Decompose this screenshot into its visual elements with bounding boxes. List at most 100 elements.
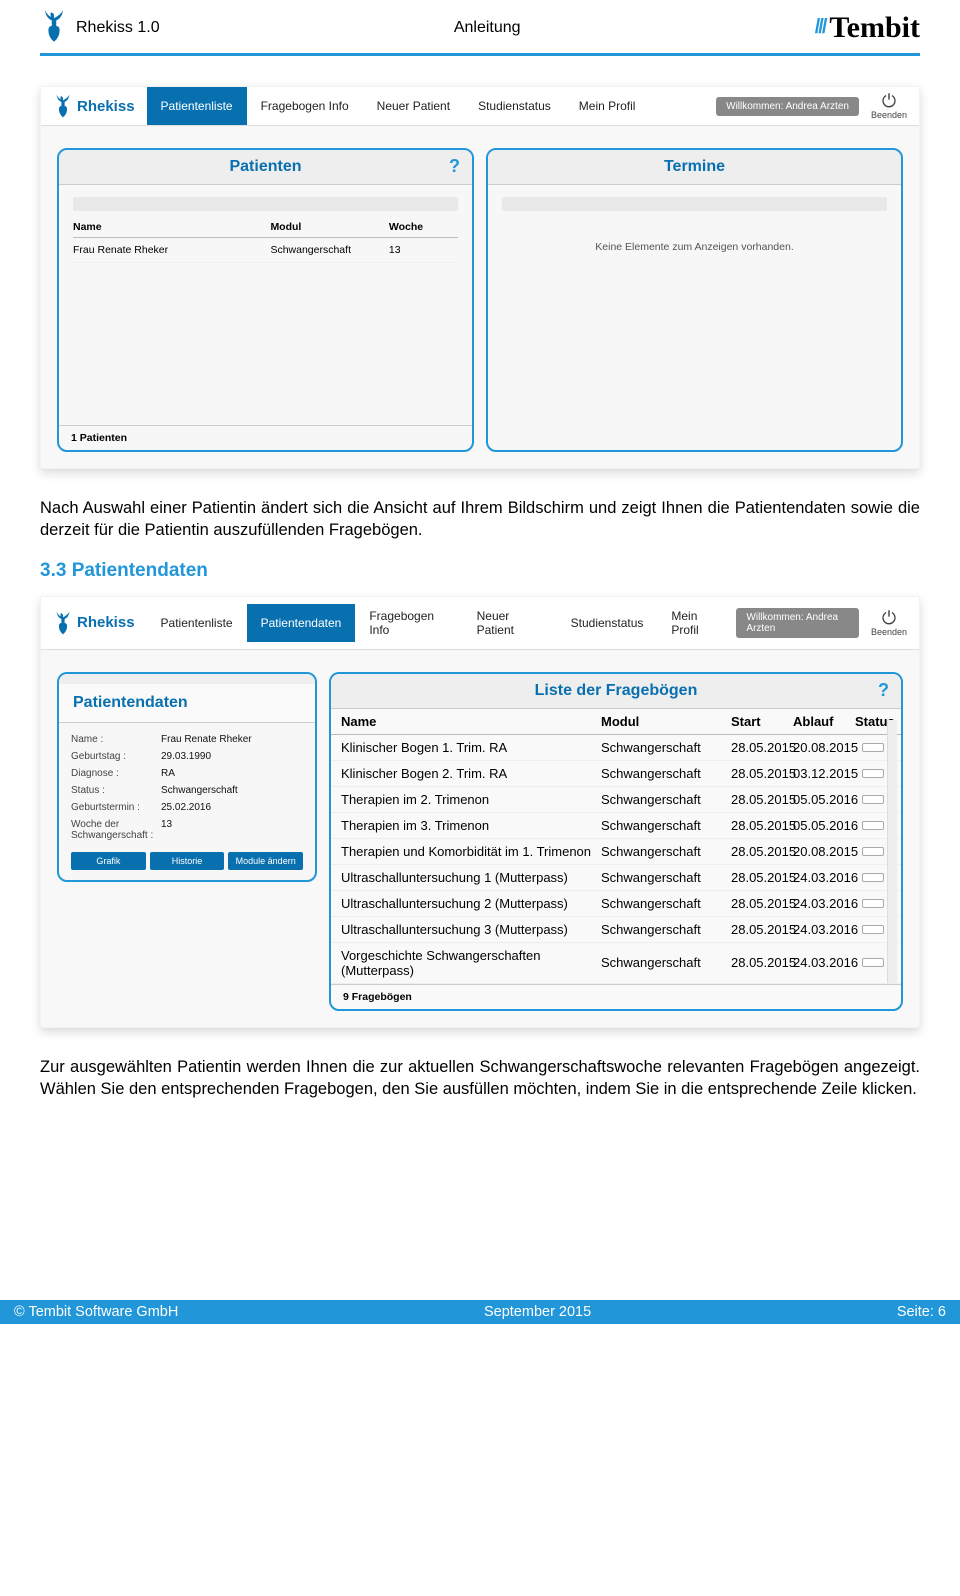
fcell-status [855, 955, 891, 970]
section-3-3-heading: 3.3 Patientendaten [40, 560, 920, 582]
cell-woche: 13 [389, 244, 458, 256]
frageboegen-foot: 9 Fragebögen [331, 984, 901, 1009]
fragebogen-row[interactable]: Ultraschalluntersuchung 3 (Mutterpass)Sc… [331, 917, 901, 943]
footer-center: September 2015 [484, 1304, 591, 1320]
col-woche: Woche [389, 221, 458, 233]
fcell-modul: Schwangerschaft [601, 955, 731, 970]
app-logo: Rhekiss [41, 87, 147, 125]
exit-label-2: Beenden [871, 627, 907, 637]
nav2-neuer-patient[interactable]: Neuer Patient [463, 597, 557, 649]
kv-key: Geburtstermin : [71, 802, 161, 813]
fcell-modul: Schwangerschaft [601, 792, 731, 807]
fcell-name: Ultraschalluntersuchung 2 (Mutterpass) [341, 896, 601, 911]
deer-logo-icon [40, 8, 68, 47]
patient-action-button[interactable]: Historie [150, 852, 225, 870]
app-nav-2: Rhekiss Patientenliste Patientendaten Fr… [41, 597, 919, 650]
nav2-patientenliste[interactable]: Patientenliste [147, 604, 247, 642]
fcell-start: 28.05.2015 [731, 922, 793, 937]
kv-key: Diagnose : [71, 768, 161, 779]
fcell-status [855, 766, 891, 781]
fcell-modul: Schwangerschaft [601, 766, 731, 781]
fcell-status [855, 792, 891, 807]
footer-left: © Tembit Software GmbH [14, 1304, 178, 1320]
termine-empty: Keine Elemente zum Anzeigen vorhanden. [502, 217, 887, 253]
help-icon-2[interactable]: ? [878, 680, 889, 701]
fcell-name: Therapien im 2. Trimenon [341, 792, 601, 807]
welcome-badge-2[interactable]: Willkommen: Andrea Arzten [736, 608, 859, 638]
cell-modul: Schwangerschaft [270, 244, 388, 256]
app-logo-2: Rhekiss [41, 604, 147, 642]
tembit-stripes-icon: /// [815, 16, 826, 39]
fcell-status [855, 870, 891, 885]
kv-value: 25.02.2016 [161, 802, 211, 813]
exit-button-2[interactable]: ⏻ Beenden [859, 609, 919, 637]
welcome-badge[interactable]: Willkommen: Andrea Arzten [716, 97, 859, 116]
fragebogen-row[interactable]: Ultraschalluntersuchung 2 (Mutterpass)Sc… [331, 891, 901, 917]
fcell-start: 28.05.2015 [731, 896, 793, 911]
document-header: Rhekiss 1.0 Anleitung /// Tembit [40, 0, 920, 51]
fcell-ablauf: 24.03.2016 [793, 922, 855, 937]
fcell-start: 28.05.2015 [731, 818, 793, 833]
fcell-ablauf: 05.05.2016 [793, 818, 855, 833]
nav-mein-profil[interactable]: Mein Profil [565, 87, 650, 125]
fcell-modul: Schwangerschaft [601, 818, 731, 833]
fcell-modul: Schwangerschaft [601, 896, 731, 911]
kv-value: 29.03.1990 [161, 751, 211, 762]
fcell-status [855, 818, 891, 833]
patient-row[interactable]: Frau Renate Rheker Schwangerschaft 13 [73, 238, 458, 263]
nav-patientenliste[interactable]: Patientenliste [147, 87, 247, 125]
status-box-icon [862, 847, 884, 856]
panel-patienten: Patienten ? Name Modul Woche Frau Renate… [57, 148, 474, 452]
frageboegen-title: Liste der Fragebögen [535, 682, 698, 699]
kv-value: RA [161, 768, 175, 779]
fcell-name: Vorgeschichte Schwangerschaften (Mutterp… [341, 948, 601, 978]
fragebogen-row[interactable]: Therapien im 3. TrimenonSchwangerschaft2… [331, 813, 901, 839]
fragebogen-row[interactable]: Klinischer Bogen 1. Trim. RASchwangersch… [331, 735, 901, 761]
doc-title-center: Anleitung [454, 19, 521, 37]
fcell-ablauf: 24.03.2016 [793, 870, 855, 885]
fcell-status [855, 740, 891, 755]
patient-action-button[interactable]: Module ändern [228, 852, 303, 870]
termine-strip [502, 197, 887, 211]
help-icon[interactable]: ? [449, 156, 460, 177]
fragebogen-row[interactable]: Therapien und Komorbidität im 1. Trimeno… [331, 839, 901, 865]
fcell-name: Therapien im 3. Trimenon [341, 818, 601, 833]
fcell-status [855, 922, 891, 937]
fcell-start: 28.05.2015 [731, 792, 793, 807]
status-box-icon [862, 958, 884, 967]
kv-key: Geburtstag : [71, 751, 161, 762]
scrollbar-icon[interactable] [887, 720, 897, 983]
nav2-patientendaten[interactable]: Patientendaten [247, 604, 356, 642]
fcol-ablauf: Ablauf [793, 714, 855, 729]
fcell-ablauf: 20.08.2015 [793, 844, 855, 859]
fcell-name: Klinischer Bogen 1. Trim. RA [341, 740, 601, 755]
patient-kv-row: Name :Frau Renate Rheker [71, 731, 303, 748]
nav-neuer-patient[interactable]: Neuer Patient [363, 87, 464, 125]
patient-kv-row: Diagnose :RA [71, 765, 303, 782]
nav2-studienstatus[interactable]: Studienstatus [557, 604, 658, 642]
nav2-fragebogen-info[interactable]: Fragebogen Info [355, 597, 462, 649]
screenshot-patientendaten: Rhekiss Patientenliste Patientendaten Fr… [40, 596, 920, 1028]
nav-fragebogen-info[interactable]: Fragebogen Info [247, 87, 363, 125]
header-divider [40, 53, 920, 56]
app-logo-text-2: Rhekiss [77, 614, 135, 631]
fcell-ablauf: 20.08.2015 [793, 740, 855, 755]
fcell-start: 28.05.2015 [731, 870, 793, 885]
fragebogen-row[interactable]: Ultraschalluntersuchung 1 (Mutterpass)Sc… [331, 865, 901, 891]
kv-value: Frau Renate Rheker [161, 734, 252, 745]
fcell-modul: Schwangerschaft [601, 922, 731, 937]
cell-name: Frau Renate Rheker [73, 244, 270, 256]
app-logo-text: Rhekiss [77, 98, 135, 115]
status-box-icon [862, 743, 884, 752]
fragebogen-row[interactable]: Therapien im 2. TrimenonSchwangerschaft2… [331, 787, 901, 813]
nav-studienstatus[interactable]: Studienstatus [464, 87, 565, 125]
fcell-modul: Schwangerschaft [601, 844, 731, 859]
patient-kv-row: Woche der Schwangerschaft :13 [71, 816, 303, 844]
patient-kv-row: Status :Schwangerschaft [71, 782, 303, 799]
patient-action-button[interactable]: Grafik [71, 852, 146, 870]
fragebogen-row[interactable]: Klinischer Bogen 2. Trim. RASchwangersch… [331, 761, 901, 787]
exit-button[interactable]: ⏻ Beenden [859, 92, 919, 120]
fragebogen-row[interactable]: Vorgeschichte Schwangerschaften (Mutterp… [331, 943, 901, 984]
nav2-mein-profil[interactable]: Mein Profil [657, 597, 736, 649]
panel-patientendaten: Patientendaten Name :Frau Renate RhekerG… [57, 672, 317, 882]
